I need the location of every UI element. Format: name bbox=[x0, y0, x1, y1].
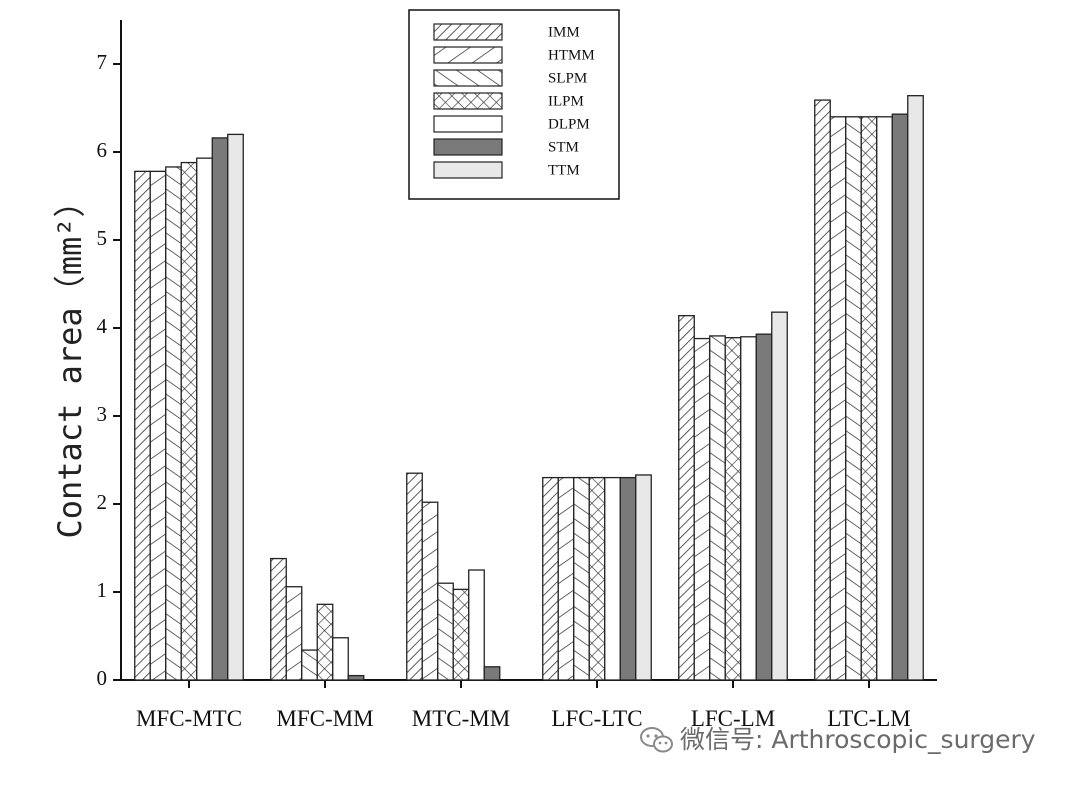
x-tick-label: MFC-MM bbox=[276, 706, 373, 731]
bar-htmm-mtc-mm bbox=[421, 501, 439, 681]
y-tick-label: 3 bbox=[97, 402, 108, 426]
bar-imm-mfc-mm bbox=[270, 557, 287, 681]
legend: IMM HTMM SLPM ILPM DLPM STM TTM bbox=[408, 9, 620, 200]
legend-label-dlpm: DLPM bbox=[548, 116, 590, 132]
legend-swatch-dlpm bbox=[433, 115, 503, 133]
bar-htmm-mfc-mm bbox=[285, 586, 303, 681]
bar-ilpm-ltc-lm bbox=[860, 116, 878, 681]
y-tick-label: 0 bbox=[97, 666, 108, 690]
bar-dlpm-lfc-lm bbox=[740, 336, 757, 681]
y-tick-label: 6 bbox=[97, 138, 108, 162]
y-ticks: 0 1 2 3 4 5 6 7 bbox=[97, 50, 121, 690]
legend-label-stm: STM bbox=[548, 139, 579, 155]
legend-label-htmm: HTMM bbox=[548, 47, 595, 63]
bar-imm-mfc-mtc bbox=[134, 170, 151, 681]
y-tick-label: 7 bbox=[97, 50, 108, 74]
bar-htmm-mfc-mtc bbox=[149, 170, 167, 681]
bar-htmm-lfc-lm bbox=[693, 337, 711, 681]
y-tick-label: 4 bbox=[97, 314, 108, 338]
bar-stm-mfc-mm bbox=[347, 674, 365, 681]
bar-stm-lfc-lm bbox=[755, 333, 773, 681]
bar-imm-ltc-lm bbox=[814, 99, 831, 681]
bar-stm-mtc-mm bbox=[483, 666, 501, 681]
x-ticks: MFC-MTC MFC-MM MTC-MM LFC-LTC LFC-LM LTC-LM bbox=[136, 680, 911, 731]
x-tick-label: MFC-MTC bbox=[136, 706, 242, 731]
bar-slpm-mtc-mm bbox=[437, 582, 454, 681]
legend-swatch-ttm bbox=[433, 161, 503, 179]
legend-items: IMM HTMM SLPM ILPM DLPM STM TTM bbox=[433, 23, 595, 179]
bar-ilpm-mfc-mm bbox=[316, 603, 334, 681]
bar-dlpm-mfc-mm bbox=[332, 637, 349, 681]
bar-ttm-lfc-lm bbox=[771, 311, 788, 681]
bar-ilpm-lfc-ltc bbox=[588, 476, 606, 681]
x-tick-label: LFC-LTC bbox=[551, 706, 642, 731]
legend-swatch-ilpm bbox=[433, 92, 503, 110]
bar-ilpm-mfc-mtc bbox=[180, 161, 198, 681]
bar-ilpm-mtc-mm bbox=[452, 588, 470, 681]
watermark-text: 微信号: Arthroscopic_surgery bbox=[680, 725, 1036, 754]
bar-ttm-mfc-mtc bbox=[227, 133, 244, 681]
legend-swatch-stm bbox=[433, 138, 503, 156]
bar-imm-lfc-ltc bbox=[542, 476, 559, 681]
bar-stm-lfc-ltc bbox=[619, 476, 637, 681]
y-axis-label: Contact area（mm²） bbox=[51, 186, 89, 539]
bar-slpm-ltc-lm bbox=[845, 116, 862, 681]
y-tick-label: 2 bbox=[97, 490, 108, 514]
bar-stm-mfc-mtc bbox=[211, 137, 229, 681]
legend-label-ilpm: ILPM bbox=[548, 93, 584, 109]
bar-htmm-ltc-lm bbox=[829, 116, 847, 681]
bar-slpm-mfc-mm bbox=[301, 649, 318, 681]
bar-imm-mtc-mm bbox=[406, 472, 423, 681]
legend-label-slpm: SLPM bbox=[548, 70, 587, 86]
bar-ilpm-lfc-lm bbox=[724, 337, 742, 681]
bar-slpm-mfc-mtc bbox=[165, 166, 182, 681]
bars bbox=[134, 95, 924, 681]
bar-ttm-lfc-ltc bbox=[635, 474, 652, 681]
wechat-icon bbox=[640, 727, 673, 753]
legend-label-imm: IMM bbox=[548, 24, 580, 40]
y-tick-label: 5 bbox=[97, 226, 108, 250]
x-tick-label: MTC-MM bbox=[412, 706, 510, 731]
bar-stm-ltc-lm bbox=[891, 113, 909, 681]
bar-imm-lfc-lm bbox=[678, 315, 695, 681]
bar-ttm-ltc-lm bbox=[907, 95, 924, 681]
legend-swatch-slpm bbox=[433, 69, 503, 87]
bar-dlpm-mtc-mm bbox=[468, 569, 485, 681]
legend-label-ttm: TTM bbox=[548, 162, 580, 178]
legend-swatch-htmm bbox=[433, 46, 503, 64]
x-tick-label: LFC-LM bbox=[691, 706, 775, 731]
legend-swatch-imm bbox=[433, 23, 503, 41]
x-tick-label: LTC-LM bbox=[827, 706, 911, 731]
bar-dlpm-ltc-lm bbox=[876, 116, 893, 681]
watermark: 微信号: Arthroscopic_surgery bbox=[640, 725, 1036, 754]
bar-slpm-lfc-ltc bbox=[573, 476, 590, 681]
bar-htmm-lfc-ltc bbox=[557, 476, 575, 681]
bar-slpm-lfc-lm bbox=[709, 335, 726, 681]
bar-dlpm-lfc-ltc bbox=[604, 476, 621, 681]
y-tick-label: 1 bbox=[97, 578, 108, 602]
bar-dlpm-mfc-mtc bbox=[196, 157, 213, 681]
